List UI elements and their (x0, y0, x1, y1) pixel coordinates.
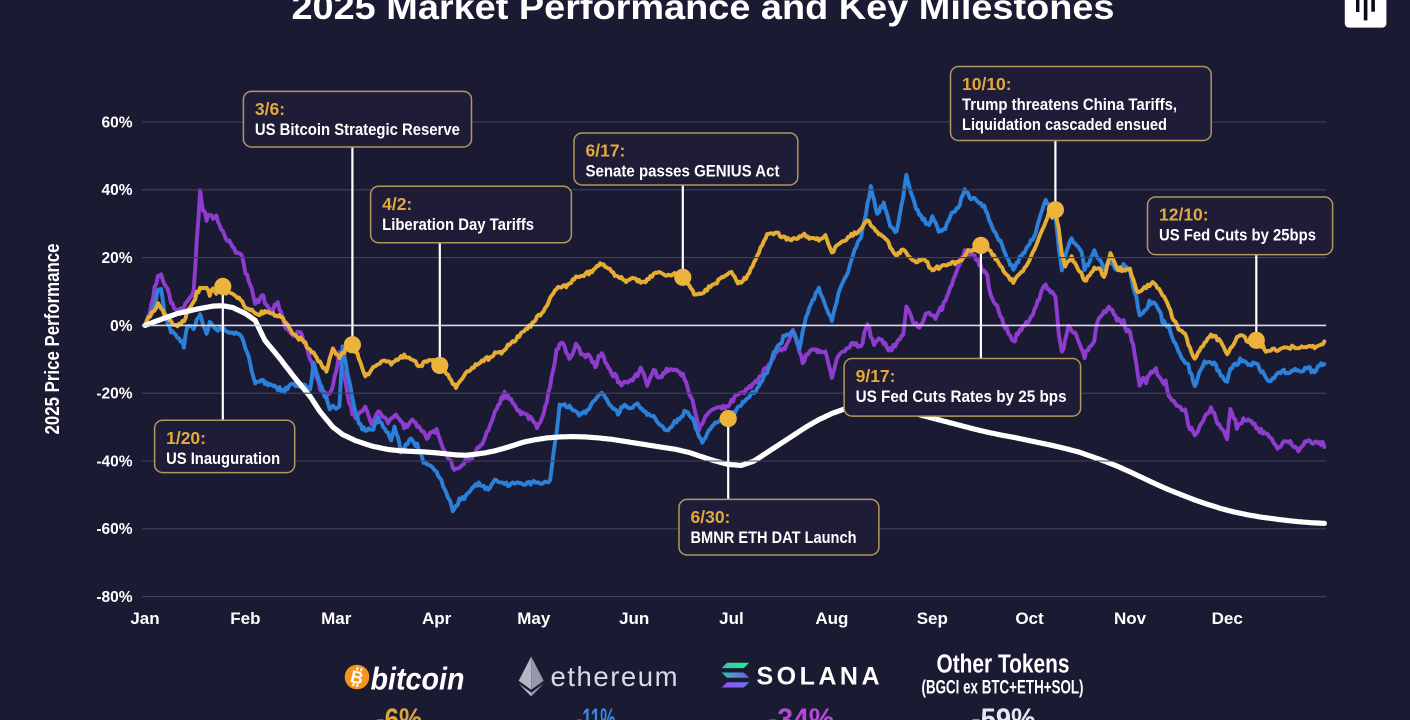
svg-text:4/2:: 4/2: (382, 194, 412, 214)
svg-text:Trump threatens China Tariffs,: Trump threatens China Tariffs, (962, 95, 1177, 114)
svg-text:bitcoin: bitcoin (371, 661, 465, 697)
svg-text:Aug: Aug (815, 609, 848, 628)
svg-text:6/30:: 6/30: (691, 507, 731, 527)
svg-text:May: May (517, 609, 551, 628)
svg-text:-20%: -20% (96, 386, 132, 403)
svg-text:Mar: Mar (321, 609, 352, 628)
svg-text:US Fed Cuts Rates by 25 bps: US Fed Cuts Rates by 25 bps (856, 387, 1067, 406)
svg-text:-59%: -59% (972, 703, 1036, 720)
svg-text:(BGCI ex BTC+ETH+SOL): (BGCI ex BTC+ETH+SOL) (922, 677, 1084, 699)
svg-text:Sep: Sep (917, 609, 948, 628)
svg-text:Jul: Jul (719, 609, 744, 628)
svg-text:Oct: Oct (1015, 609, 1044, 628)
svg-text:-60%: -60% (96, 521, 132, 538)
svg-text:3/6:: 3/6: (255, 99, 285, 119)
svg-text:10/10:: 10/10: (962, 74, 1012, 94)
svg-text:Feb: Feb (230, 609, 260, 628)
svg-text:Senate passes GENIUS Act: Senate passes GENIUS Act (586, 162, 780, 181)
svg-text:-6%: -6% (376, 703, 422, 720)
svg-text:Jan: Jan (130, 609, 159, 628)
svg-text:2025 Market Performance and Ke: 2025 Market Performance and Key Mileston… (292, 0, 1115, 27)
svg-text:9/17:: 9/17: (856, 366, 896, 386)
svg-text:0%: 0% (110, 318, 133, 335)
svg-text:40%: 40% (101, 182, 132, 199)
svg-text:20%: 20% (101, 250, 132, 267)
svg-text:BMNR ETH DAT Launch: BMNR ETH DAT Launch (691, 528, 857, 547)
svg-text:Nov: Nov (1114, 609, 1147, 628)
svg-text:-34%: -34% (768, 703, 834, 720)
svg-text:12/10:: 12/10: (1159, 205, 1209, 225)
svg-text:US Inauguration: US Inauguration (166, 449, 280, 468)
svg-text:Apr: Apr (422, 609, 452, 628)
svg-text:Liberation Day Tariffs: Liberation Day Tariffs (382, 215, 534, 234)
svg-text:1/20:: 1/20: (166, 428, 206, 448)
svg-text:Liquidation cascaded ensued: Liquidation cascaded ensued (962, 115, 1167, 134)
svg-text:Jun: Jun (619, 609, 649, 628)
svg-text:B: B (348, 666, 365, 688)
svg-text:2025 Price Performance: 2025 Price Performance (42, 244, 64, 435)
svg-text:US Fed Cuts by 25bps: US Fed Cuts by 25bps (1159, 226, 1316, 245)
svg-text:-11%: -11% (577, 703, 616, 720)
svg-text:Dec: Dec (1212, 609, 1243, 628)
svg-text:Other Tokens: Other Tokens (937, 651, 1070, 679)
svg-text:ethereum: ethereum (551, 661, 678, 692)
svg-text:6/17:: 6/17: (586, 141, 626, 161)
svg-text:US Bitcoin Strategic Reserve: US Bitcoin Strategic Reserve (255, 120, 460, 139)
svg-text:-80%: -80% (96, 589, 132, 606)
svg-text:-40%: -40% (96, 453, 132, 470)
svg-text:60%: 60% (101, 114, 132, 131)
